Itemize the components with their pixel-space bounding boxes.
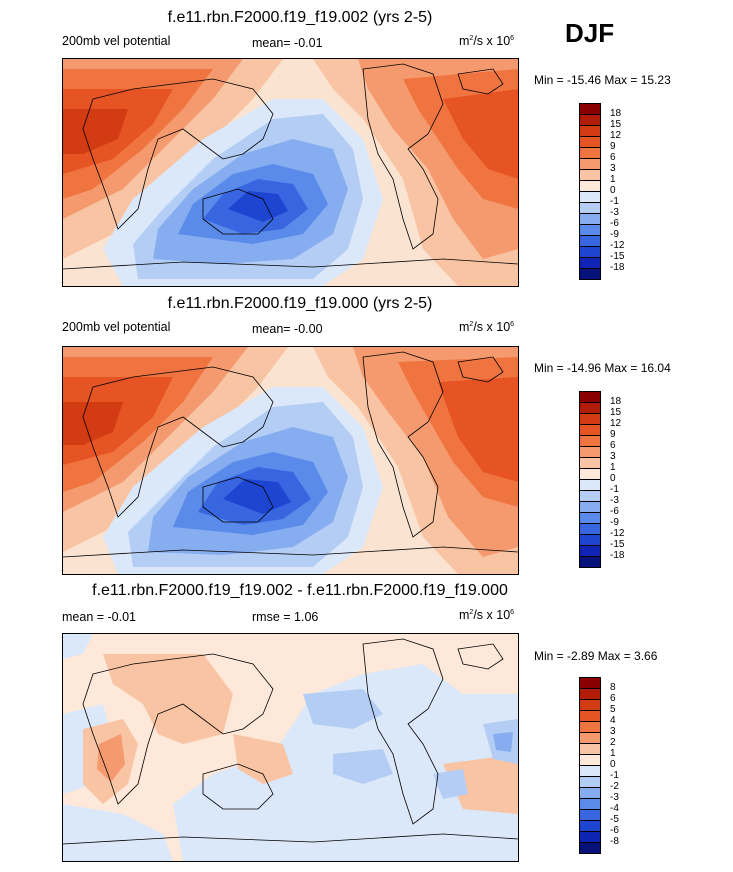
colorbar-3-tick: -5 [610, 814, 619, 825]
colorbar-2-tick: -18 [610, 550, 625, 561]
colorbar-3-tick: -6 [610, 825, 619, 836]
panel-3-mean-label: mean = -0.01 [62, 610, 137, 624]
panel-2-contour-field [63, 347, 518, 574]
colorbar-1-tick: -15 [610, 251, 625, 262]
colorbar-3-tick: -1 [610, 770, 619, 781]
colorbar-2-swatch-16 [579, 556, 601, 568]
colorbar-2-tick: 18 [610, 396, 622, 407]
panel-1-contour-field [63, 59, 518, 286]
colorbar-1-tick: -12 [610, 240, 625, 251]
colorbar-1-tick: 3 [610, 163, 616, 174]
colorbar-2-tick: -6 [610, 506, 619, 517]
colorbar-2-tick: -3 [610, 495, 619, 506]
colorbar-3-tick: 0 [610, 759, 616, 770]
colorbar-3-tick: -3 [610, 792, 619, 803]
panel-1-mean-label: mean= -0.01 [252, 36, 323, 50]
panel-2-variable-label: 200mb vel potential [62, 320, 171, 334]
colorbar-3-tick: 6 [610, 693, 616, 704]
colorbar-2-tick: -1 [610, 484, 619, 495]
colorbar-3-tick: 3 [610, 726, 616, 737]
panel-3-minmax: Min = -2.89 Max = 3.66 [534, 649, 658, 663]
panel-2-minmax: Min = -14.96 Max = 16.04 [534, 361, 671, 375]
panel-3-contour-field [63, 634, 518, 861]
colorbar-2-tick: -9 [610, 517, 619, 528]
colorbar-1-tick: 15 [610, 119, 622, 130]
colorbar-1-tick: -6 [610, 218, 619, 229]
colorbar-1-tick: 1 [610, 174, 616, 185]
panel-3-map [62, 633, 519, 862]
panel-3-units-label: m2/s x 106 [459, 608, 515, 622]
panel-1-title: f.e11.rbn.F2000.f19_f19.002 (yrs 2-5) [167, 9, 433, 26]
colorbar-3-tick: -4 [610, 803, 619, 814]
panel-2-mean-label: mean= -0.00 [252, 322, 323, 336]
panel-2-units-label: m2/s x 106 [459, 320, 515, 334]
colorbar-2-tick: 6 [610, 440, 616, 451]
colorbar-1-tick: 0 [610, 185, 616, 196]
colorbar-2-tick: 1 [610, 462, 616, 473]
colorbar-3-tick: 1 [610, 748, 616, 759]
colorbar-3-tick: 2 [610, 737, 616, 748]
panel-1-variable-label: 200mb vel potential [62, 34, 171, 48]
colorbar-2-tick: 0 [610, 473, 616, 484]
colorbar-2-tick: 9 [610, 429, 616, 440]
panel-1-map [62, 58, 519, 287]
panel-3-title: f.e11.rbn.F2000.f19_f19.002 - f.e11.rbn.… [92, 582, 508, 599]
colorbar-1-tick: 9 [610, 141, 616, 152]
colorbar-3-tick: 8 [610, 682, 616, 693]
colorbar-3-swatch-16 [579, 842, 601, 854]
panel-3-rmse-label: rmse = 1.06 [252, 610, 319, 624]
colorbar-3-tick: -8 [610, 836, 619, 847]
colorbar-3-tick: -2 [610, 781, 619, 792]
colorbar-1-tick: -9 [610, 229, 619, 240]
colorbar-1-tick: -18 [610, 262, 625, 273]
colorbar-2-tick: 3 [610, 451, 616, 462]
panel-2-map [62, 346, 519, 575]
colorbar-2-tick: 12 [610, 418, 622, 429]
panel-1-minmax: Min = -15.46 Max = 15.23 [534, 73, 671, 87]
colorbar-1-tick: 12 [610, 130, 622, 141]
season-label: DJF [565, 18, 615, 48]
colorbar-1-tick: -3 [610, 207, 619, 218]
colorbar-3-tick: 4 [610, 715, 616, 726]
colorbar-2-tick: 15 [610, 407, 622, 418]
colorbar-1-tick: -1 [610, 196, 619, 207]
panel-1-units-label: m2/s x 106 [459, 34, 515, 48]
colorbar-2-tick: -12 [610, 528, 625, 539]
colorbar-3-tick: 5 [610, 704, 616, 715]
colorbar-1-swatch-16 [579, 268, 601, 280]
panel-2-title: f.e11.rbn.F2000.f19_f19.000 (yrs 2-5) [167, 295, 433, 312]
colorbar-1-tick: 18 [610, 108, 622, 119]
colorbar-2-tick: -15 [610, 539, 625, 550]
colorbar-1-tick: 6 [610, 152, 616, 163]
